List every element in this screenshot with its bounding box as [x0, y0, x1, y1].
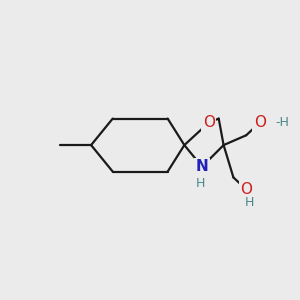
- Text: O: O: [240, 182, 252, 197]
- Text: H: H: [195, 177, 205, 190]
- Text: O: O: [254, 115, 266, 130]
- Text: O: O: [203, 115, 215, 130]
- Text: H: H: [244, 196, 254, 208]
- Text: -H: -H: [276, 116, 289, 129]
- Text: N: N: [196, 159, 208, 174]
